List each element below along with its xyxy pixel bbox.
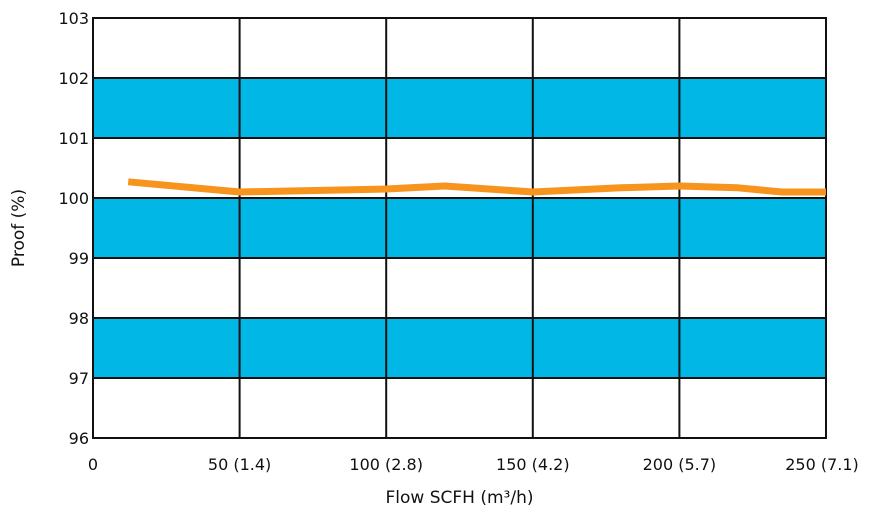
- y-tick-label: 97: [69, 369, 89, 388]
- y-tick-labels: 96 97 98 99 100 101 102 103: [58, 9, 89, 448]
- series-line-0: [127, 178, 826, 196]
- y-tick-label: 101: [58, 129, 89, 148]
- band-0: [93, 318, 826, 378]
- band-2: [93, 78, 826, 138]
- x-tick-label: 150 (4.2): [496, 455, 570, 474]
- y-tick-label: 98: [69, 309, 89, 328]
- plot-frame: [92, 17, 827, 439]
- y-tick-label: 102: [58, 69, 89, 88]
- chart-bands: [93, 78, 826, 378]
- x-tick-label: 200 (5.7): [643, 455, 717, 474]
- x-tick-label: 50 (1.4): [208, 455, 271, 474]
- x-axis-title: Flow SCFH (m³/h): [386, 488, 534, 508]
- y-tick-label: 99: [69, 249, 89, 268]
- x-tick-label: 0: [88, 455, 98, 474]
- x-tick-label: 100 (2.8): [349, 455, 423, 474]
- y-axis-title: Proof (%): [9, 189, 29, 267]
- x-tick-labels: 0 50 (1.4) 100 (2.8) 150 (4.2) 200 (5.7) 250 …: [88, 455, 859, 474]
- band-1: [93, 198, 826, 258]
- y-tick-label: 100: [58, 189, 89, 208]
- x-tick-label: 250 (7.1): [785, 455, 859, 474]
- chart-series: [127, 178, 826, 196]
- y-tick-label: 103: [58, 9, 89, 28]
- y-tick-label: 96: [69, 429, 89, 448]
